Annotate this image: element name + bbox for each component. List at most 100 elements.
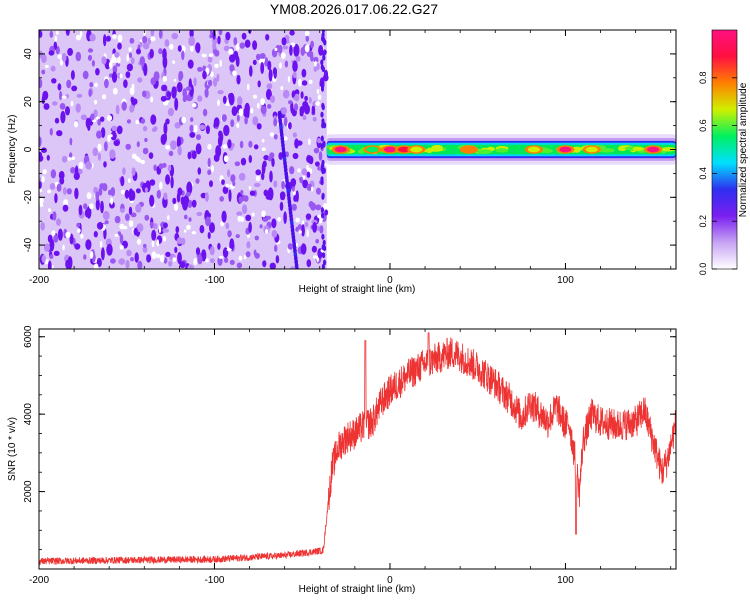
noise-blob	[189, 30, 194, 39]
noise-blob	[230, 174, 236, 183]
noise-blob	[136, 141, 140, 148]
noise-blob	[67, 47, 73, 56]
signal-texture	[433, 145, 443, 150]
noise-blob	[273, 134, 278, 140]
noise-blob	[295, 226, 299, 232]
noise-blob	[316, 187, 321, 195]
noise-blob	[121, 101, 127, 111]
noise-blob	[104, 220, 109, 225]
spectrogram-noise-region	[39, 30, 329, 269]
noise-blob	[197, 254, 203, 265]
signal-peak	[384, 146, 396, 153]
noise-blob	[48, 50, 55, 56]
noise-blob	[293, 43, 300, 57]
noise-blob	[129, 37, 135, 44]
noise-blob	[318, 45, 324, 56]
signal-peak	[410, 146, 423, 153]
noise-blob	[50, 169, 57, 179]
noise-blob	[301, 224, 305, 237]
noise-blob	[314, 61, 318, 67]
noise-blob	[313, 66, 317, 72]
signal-peak	[527, 146, 540, 153]
noise-blob	[111, 125, 118, 131]
noise-blob	[150, 114, 157, 125]
noise-blob	[178, 74, 182, 82]
noise-blob	[74, 243, 81, 250]
noise-edge-mark	[323, 122, 327, 129]
colorbar-tick-label: 0.0	[698, 263, 708, 276]
noise-blob	[228, 48, 234, 55]
noise-blob	[149, 194, 155, 207]
noise-blob	[66, 79, 72, 89]
noise-blob	[260, 105, 267, 115]
noise-blob	[252, 40, 258, 51]
noise-blob	[214, 63, 219, 69]
noise-blob	[285, 151, 289, 158]
noise-blob	[261, 210, 266, 218]
noise-blob	[269, 170, 273, 183]
noise-blob	[316, 89, 320, 94]
noise-edge-mark	[321, 30, 325, 34]
x-tick-label: -200	[29, 575, 49, 586]
noise-blob	[217, 242, 221, 250]
snr-background	[39, 329, 676, 569]
noise-blob	[47, 208, 52, 213]
noise-blob	[223, 124, 230, 137]
noise-blob	[193, 125, 198, 133]
noise-blob	[83, 254, 87, 260]
noise-blob	[42, 169, 47, 175]
noise-blob	[269, 262, 276, 269]
noise-blob	[315, 101, 320, 107]
noise-blob	[104, 78, 109, 89]
noise-edge-mark	[321, 212, 325, 219]
noise-blob	[236, 114, 240, 122]
noise-blob	[169, 43, 174, 50]
noise-blob	[294, 93, 300, 102]
noise-blob	[255, 175, 261, 182]
noise-blob	[65, 231, 71, 238]
noise-blob	[245, 251, 251, 258]
noise-blob	[176, 82, 183, 93]
noise-blob	[301, 68, 307, 78]
noise-blob	[172, 60, 176, 64]
noise-blob	[139, 56, 145, 66]
noise-blob	[187, 151, 192, 160]
noise-edge-mark	[320, 59, 324, 66]
noise-blob	[163, 192, 168, 200]
noise-blob	[259, 224, 263, 229]
noise-edge-mark	[320, 111, 324, 118]
noise-blob	[93, 231, 98, 238]
noise-blob	[102, 210, 110, 221]
noise-blob	[308, 155, 314, 165]
noise-blob	[170, 176, 174, 189]
noise-blob	[52, 211, 57, 221]
noise-blob	[186, 224, 191, 230]
noise-blob	[229, 64, 235, 72]
noise-blob	[135, 203, 142, 213]
noise-blob	[199, 225, 205, 234]
signal-texture	[617, 146, 627, 151]
noise-blob	[133, 227, 139, 236]
noise-blob	[165, 251, 171, 257]
noise-blob	[97, 118, 101, 126]
noise-blob	[256, 123, 262, 130]
noise-blob	[185, 191, 191, 197]
noise-blob	[293, 195, 297, 202]
noise-blob	[185, 86, 192, 91]
noise-blob	[41, 69, 46, 75]
noise-blob	[298, 230, 302, 234]
noise-blob	[262, 160, 267, 168]
noise-blob	[260, 62, 265, 74]
noise-blob	[53, 41, 58, 50]
noise-blob	[209, 71, 214, 78]
noise-blob	[201, 53, 207, 58]
noise-blob	[172, 257, 177, 262]
noise-blob	[310, 40, 314, 49]
figure-title: YM08.2026.017.06.22.G27	[270, 1, 438, 17]
noise-blob	[221, 179, 225, 185]
noise-blob	[191, 231, 197, 235]
noise-blob	[163, 257, 168, 264]
noise-blob	[75, 34, 82, 41]
spectrogram-y-label: Frequency (Hz)	[7, 115, 18, 184]
y-tick-label: -40	[23, 237, 34, 252]
